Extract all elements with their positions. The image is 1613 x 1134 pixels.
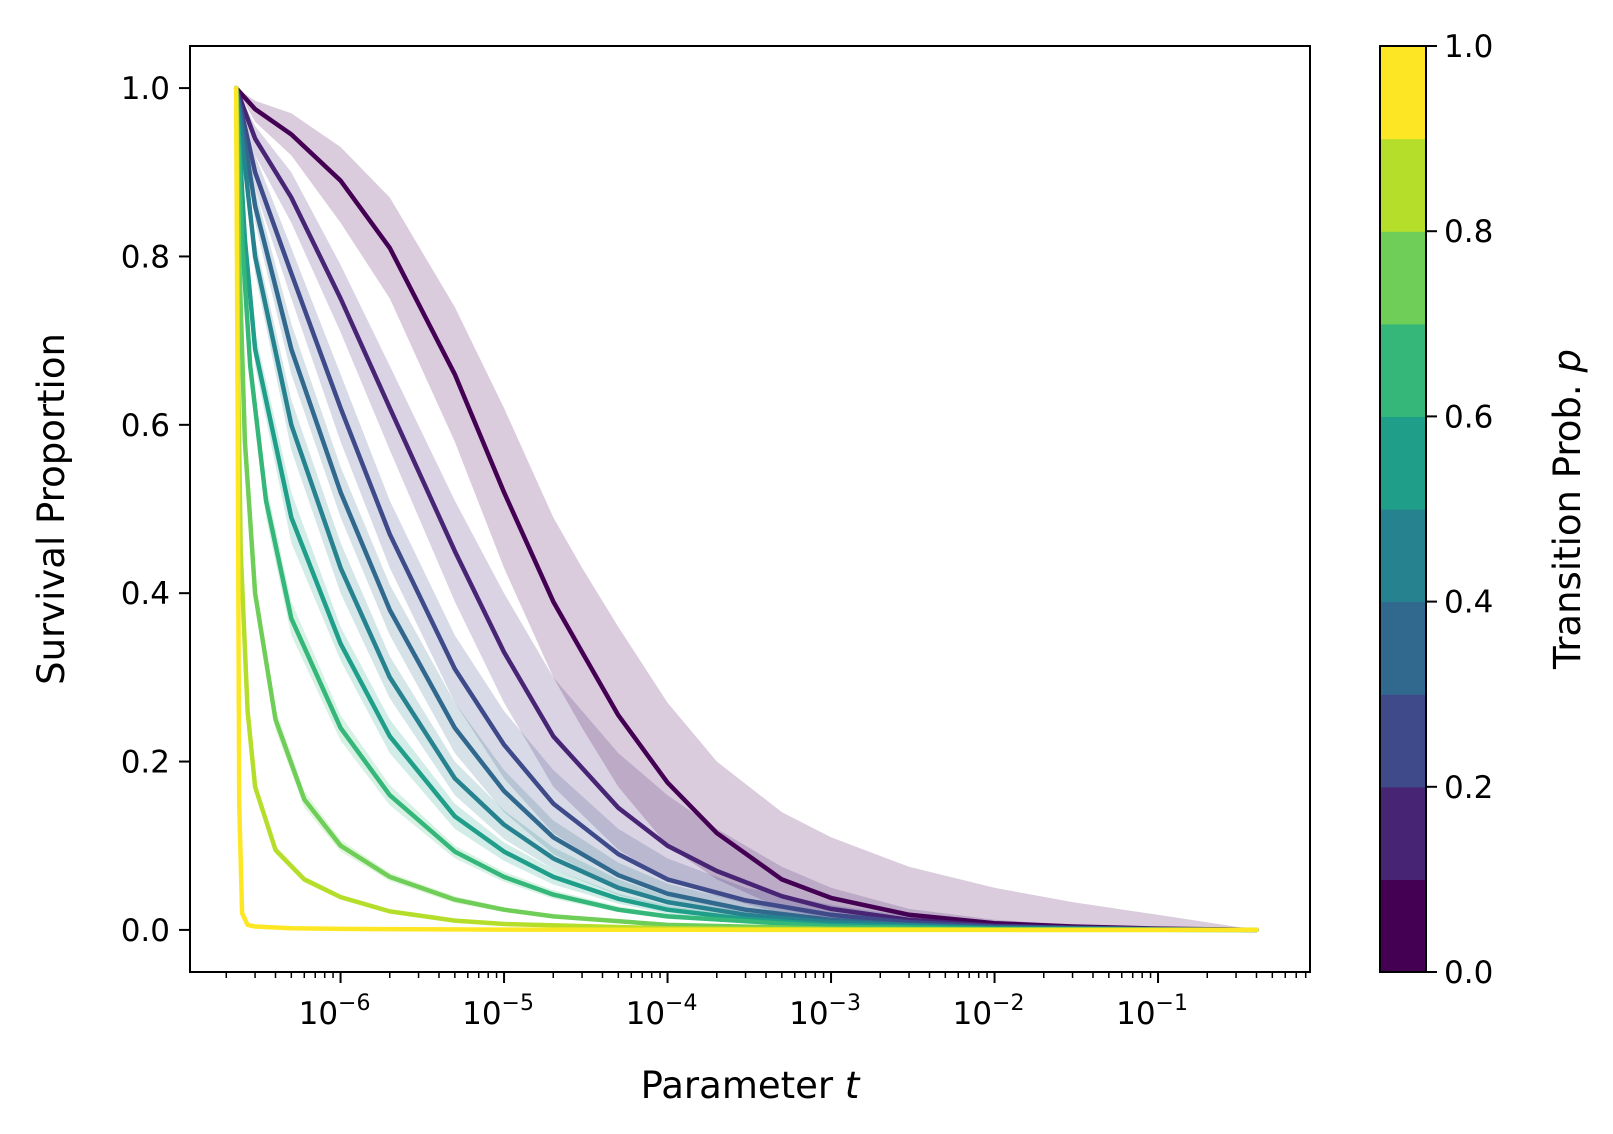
colorbar-segment-1 bbox=[1380, 786, 1426, 880]
colorbar-segment-3 bbox=[1380, 601, 1426, 695]
colorbar-tick-label: 1.0 bbox=[1444, 29, 1493, 65]
colorbar bbox=[1380, 46, 1426, 973]
x-tick-label: 10−4 bbox=[626, 991, 698, 1032]
x-tick-label: 10−3 bbox=[789, 991, 861, 1032]
band-p-2 bbox=[236, 88, 1257, 930]
colorbar-segment-6 bbox=[1380, 323, 1426, 417]
colorbar-frame bbox=[1379, 45, 1427, 973]
plot-frame bbox=[189, 45, 1311, 973]
confidence-bands bbox=[236, 88, 1257, 930]
colorbar-segment-0 bbox=[1380, 879, 1426, 973]
colorbar-segment-8 bbox=[1380, 138, 1426, 232]
band-p-1 bbox=[236, 88, 1257, 930]
y-tick-label: 0.2 bbox=[121, 745, 170, 781]
colorbar-segment-4 bbox=[1380, 509, 1426, 603]
colorbar-tick-label: 0.2 bbox=[1444, 770, 1493, 806]
x-tick-label: 10−5 bbox=[462, 991, 534, 1032]
colorbar-tick-label: 0.0 bbox=[1444, 955, 1493, 991]
y-axis-label: Survival Proportion bbox=[30, 333, 73, 685]
band-p-0 bbox=[236, 88, 1257, 930]
y-tick-label: 0.0 bbox=[121, 913, 170, 949]
colorbar-tick-label: 0.6 bbox=[1444, 399, 1493, 435]
x-axis: 10−6 10−5 10−4 10−3 10−2 10−1 bbox=[225, 972, 1307, 1032]
y-tick-label: 1.0 bbox=[121, 71, 170, 107]
colorbar-label: Transition Prob. p bbox=[1546, 349, 1589, 670]
x-tick-label: 10−1 bbox=[1116, 991, 1188, 1032]
series-line-0 bbox=[233, 85, 1259, 933]
colorbar-segment-5 bbox=[1380, 416, 1426, 510]
y-tick-label: 0.4 bbox=[121, 576, 170, 612]
colorbar-tick-label: 0.4 bbox=[1444, 585, 1493, 621]
y-tick-label: 0.6 bbox=[121, 408, 170, 444]
y-axis: 0.0 0.2 0.4 0.6 0.8 1.0 bbox=[121, 71, 190, 949]
colorbar-segment-7 bbox=[1380, 231, 1426, 325]
x-tick-label: 10−2 bbox=[953, 991, 1025, 1032]
colorbar-tick-label: 0.8 bbox=[1444, 214, 1493, 250]
y-tick-label: 0.8 bbox=[121, 239, 170, 275]
colorbar-axis: 0.0 0.2 0.4 0.6 0.8 1.0 bbox=[1426, 29, 1493, 991]
colorbar-segment-2 bbox=[1380, 694, 1426, 788]
colorbar-segment-9 bbox=[1380, 46, 1426, 140]
series-line-9 bbox=[233, 85, 1259, 933]
series-lines bbox=[233, 85, 1259, 933]
x-axis-label: Parameter t bbox=[641, 1064, 861, 1107]
x-tick-label: 10−6 bbox=[299, 991, 371, 1032]
